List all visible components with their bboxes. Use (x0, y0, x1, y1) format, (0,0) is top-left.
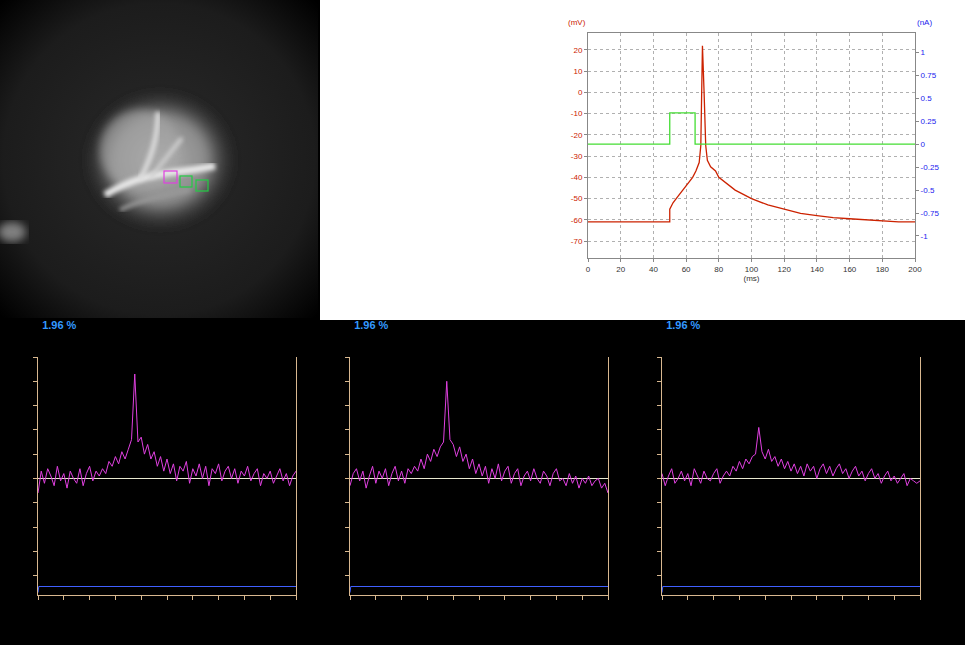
svg-text:0: 0 (586, 265, 591, 274)
svg-text:-60: -60 (571, 216, 583, 225)
svg-text:160: 160 (843, 265, 857, 274)
svg-text:0.25: 0.25 (921, 117, 937, 126)
svg-text:0: 0 (578, 88, 583, 97)
svg-text:-30: -30 (571, 152, 583, 161)
svg-text:1.96 %: 1.96 % (666, 320, 700, 331)
svg-text:140: 140 (810, 265, 824, 274)
svg-text:10: 10 (573, 67, 582, 76)
svg-text:(mV): (mV) (568, 18, 586, 27)
svg-text:0: 0 (921, 140, 926, 149)
svg-text:-0.75: -0.75 (921, 209, 940, 218)
svg-text:200: 200 (908, 265, 922, 274)
svg-text:0.5: 0.5 (921, 94, 933, 103)
svg-text:120: 120 (778, 265, 792, 274)
svg-text:1: 1 (921, 48, 926, 57)
svg-text:100: 100 (745, 265, 759, 274)
svg-text:-1: -1 (921, 232, 929, 241)
svg-text:-40: -40 (571, 173, 583, 182)
svg-text:-10: -10 (571, 109, 583, 118)
svg-text:20: 20 (573, 46, 582, 55)
svg-text:0.75: 0.75 (921, 71, 937, 80)
svg-text:80: 80 (714, 265, 723, 274)
svg-text:-0.25: -0.25 (921, 163, 940, 172)
svg-text:(ms): (ms) (744, 274, 760, 283)
svg-text:-50: -50 (571, 194, 583, 203)
svg-text:-70: -70 (571, 237, 583, 246)
svg-text:20: 20 (616, 265, 625, 274)
svg-text:1.96 %: 1.96 % (354, 320, 388, 331)
svg-text:-0.5: -0.5 (921, 186, 935, 195)
svg-text:40: 40 (649, 265, 658, 274)
svg-text:-20: -20 (571, 131, 583, 140)
svg-text:180: 180 (876, 265, 890, 274)
svg-text:60: 60 (682, 265, 691, 274)
svg-text:1.96 %: 1.96 % (42, 320, 76, 331)
svg-text:(nA): (nA) (917, 18, 932, 27)
